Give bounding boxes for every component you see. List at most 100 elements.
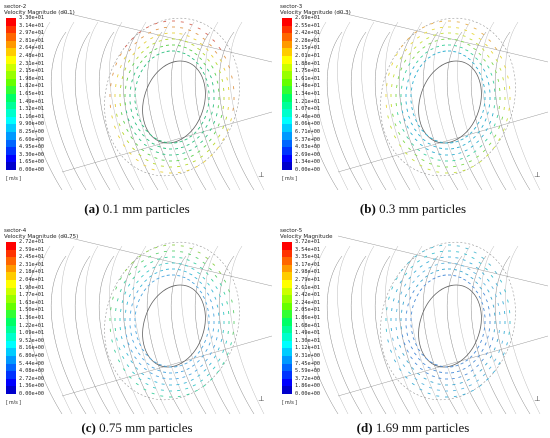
velocity-vector (154, 246, 158, 249)
velocity-vector (413, 128, 417, 132)
velocity-vector (136, 280, 139, 284)
velocity-vector (215, 337, 218, 341)
colorbar-ticks: 3.30e+01 3.14e+01 2.97e+01 2.81e+01 2.64… (19, 15, 44, 174)
velocity-vector (132, 276, 136, 280)
colorbar-swatch (282, 257, 292, 265)
velocity-vector (473, 126, 477, 130)
colorbar-swatch (6, 340, 16, 349)
velocity-vector (189, 23, 193, 26)
velocity-vector (155, 151, 159, 154)
wireframe-curve (218, 31, 255, 190)
velocity-vector (411, 158, 415, 162)
velocity-vector (210, 54, 214, 58)
colorbar-swatch (282, 355, 292, 364)
velocity-vector (398, 144, 402, 148)
velocity-vector (147, 283, 151, 287)
velocity-vector (191, 57, 195, 61)
colorbar-swatch (282, 131, 292, 140)
velocity-vector (135, 143, 139, 146)
velocity-vector (479, 369, 483, 372)
quantity-label: Velocity Magnitude (d0.75) (4, 234, 79, 240)
velocity-vector (226, 77, 228, 81)
velocity-vector (430, 381, 434, 383)
velocity-vector (396, 84, 398, 88)
velocity-vector (158, 264, 162, 266)
velocity-vector (230, 118, 232, 122)
velocity-vector (425, 133, 429, 137)
velocity-vector (158, 363, 162, 366)
velocity-vector (182, 376, 186, 378)
velocity-vector (467, 267, 471, 270)
velocity-vector (492, 304, 495, 308)
velocity-vector (184, 138, 188, 141)
velocity-vector (431, 151, 435, 154)
velocity-vector (127, 283, 131, 287)
velocity-vector (154, 22, 158, 25)
velocity-vector (208, 90, 210, 94)
velocity-vector (459, 46, 463, 49)
wireframe-curve (470, 255, 507, 414)
colorbar-swatch (282, 86, 292, 94)
velocity-vector (437, 275, 441, 278)
velocity-vector (429, 137, 433, 140)
velocity-vector (400, 268, 404, 272)
velocity-vector (121, 299, 124, 304)
velocity-vector (404, 272, 408, 276)
velocity-vector-plot-d (302, 235, 548, 414)
velocity-vector (492, 146, 496, 150)
velocity-vector (467, 281, 471, 285)
velocity-vector (475, 66, 479, 70)
tick-label: 2.42e+01 (295, 292, 320, 299)
velocity-vector (432, 277, 436, 280)
velocity-vector (191, 43, 195, 46)
hub-outline (418, 284, 482, 368)
tick-label: 1.07e+01 (295, 106, 320, 113)
velocity-vector (141, 133, 145, 137)
wireframe-curve (218, 255, 255, 414)
velocity-vector (391, 286, 394, 290)
velocity-vector (459, 157, 463, 160)
velocity-vector (456, 146, 460, 149)
wireframe-curve (61, 245, 97, 414)
velocity-vector (442, 50, 446, 52)
velocity-vector (473, 271, 477, 275)
velocity-vector (199, 42, 203, 46)
colorbar-swatch (282, 55, 292, 64)
velocity-vector (403, 342, 406, 346)
caption-label: (a) (84, 201, 100, 216)
velocity-vector (119, 65, 122, 69)
colorbar-swatch (282, 33, 292, 41)
velocity-vector (122, 368, 126, 372)
velocity-vector (210, 378, 213, 381)
velocity-vector (464, 149, 468, 152)
velocity-vector (473, 374, 477, 377)
velocity-vector (394, 123, 397, 127)
tick-label: 2.98e+01 (295, 269, 320, 276)
velocity-vector (217, 358, 221, 362)
velocity-vector (200, 155, 204, 158)
velocity-vector (118, 123, 121, 127)
velocity-vector (214, 296, 217, 300)
tick-label: 8.06e+00 (295, 121, 320, 128)
velocity-vector (183, 157, 187, 160)
velocity-vector (200, 379, 204, 382)
velocity-vector (419, 288, 423, 292)
caption-text: 0.3 mm particles (379, 201, 467, 216)
velocity-vector (211, 289, 214, 293)
velocity-vector (187, 54, 191, 57)
tick-label: 2.72e+00 (19, 375, 44, 382)
tick-label: 1.22e+01 (19, 322, 44, 329)
velocity-vector (177, 269, 181, 271)
velocity-vector (141, 372, 145, 376)
colorbar-swatch (6, 317, 16, 326)
wireframe-curve (337, 245, 373, 414)
velocity-vector (226, 128, 229, 132)
velocity-vector (205, 301, 208, 305)
velocity-vector (487, 111, 489, 115)
velocity-vector (477, 121, 480, 125)
velocity-vector (138, 377, 142, 381)
velocity-vector (429, 361, 433, 364)
velocity-vector (498, 349, 501, 353)
velocity-vector (189, 273, 193, 276)
velocity-vector (425, 357, 429, 361)
